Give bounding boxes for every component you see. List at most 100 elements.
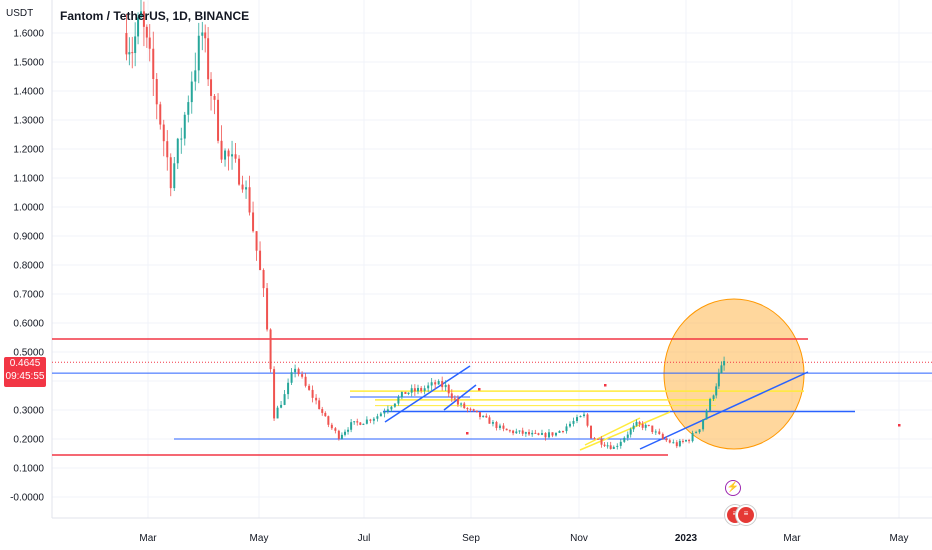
candle-body xyxy=(210,79,213,96)
y-tick-label: 1.4000 xyxy=(13,87,44,98)
candle-body xyxy=(430,382,433,386)
candle-body xyxy=(651,425,654,432)
lightning-icon[interactable]: ⚡ xyxy=(725,480,741,496)
chart-title: Fantom / TetherUS, 1D, BINANCE xyxy=(60,9,250,23)
candle-body xyxy=(359,422,362,425)
candle-body xyxy=(350,422,353,430)
candle-body xyxy=(379,413,382,417)
candle-body xyxy=(561,430,564,432)
candle-body xyxy=(294,368,297,373)
y-tick-label: -0.0000 xyxy=(10,493,44,504)
candle-body xyxy=(635,421,638,426)
candle-body xyxy=(365,419,368,424)
y-tick-label: 1.5000 xyxy=(13,58,44,69)
candle-body xyxy=(227,150,230,157)
candle-body xyxy=(217,99,220,141)
candle-body xyxy=(524,432,527,434)
candle-body xyxy=(654,431,657,433)
candle-body xyxy=(444,384,447,388)
candle-body xyxy=(709,398,712,411)
y-tick-label: 0.2000 xyxy=(13,435,44,446)
candle-body xyxy=(715,386,718,396)
candle-body xyxy=(590,425,593,439)
candle-body xyxy=(478,412,481,417)
candle-body xyxy=(681,440,684,442)
x-tick-label: Jul xyxy=(358,533,371,544)
candle-body xyxy=(712,395,715,399)
candle-body xyxy=(241,184,244,190)
y-tick-label: 0.5000 xyxy=(13,348,44,359)
us-flag-icon[interactable]: ≡ xyxy=(736,505,756,525)
candle-body xyxy=(334,428,337,431)
candle-body xyxy=(353,421,356,423)
x-tick-label: Mar xyxy=(139,533,157,544)
candle-body xyxy=(337,430,340,439)
candle-body xyxy=(204,32,207,39)
candle-body xyxy=(139,11,142,18)
candle-body xyxy=(220,140,223,160)
candle-body xyxy=(688,440,691,442)
candle-body xyxy=(565,426,568,432)
candle-body xyxy=(672,442,675,444)
candle-body xyxy=(330,424,333,429)
candle-body xyxy=(194,70,197,82)
alert-marker xyxy=(478,388,481,391)
candle-body xyxy=(658,431,661,435)
candle-body xyxy=(369,419,372,421)
candle-body xyxy=(453,398,456,400)
candle-body xyxy=(597,438,600,440)
candle-body xyxy=(356,421,359,423)
candle-body xyxy=(629,429,632,435)
candle-body xyxy=(407,392,410,394)
candle-body xyxy=(393,403,396,407)
candle-body xyxy=(609,445,612,449)
candle-body xyxy=(437,381,440,385)
candle-body xyxy=(142,11,145,27)
y-tick-label: 1.0000 xyxy=(13,203,44,214)
candle-body xyxy=(404,391,407,394)
candle-body xyxy=(534,432,537,434)
alert-marker xyxy=(898,424,901,427)
y-tick-label: 0.6000 xyxy=(13,319,44,330)
candle-body xyxy=(441,381,444,388)
candle-body xyxy=(482,415,485,417)
trend-line xyxy=(443,384,477,411)
candle-body xyxy=(159,104,162,125)
y-tick-label: 0.9000 xyxy=(13,232,44,243)
trend-line xyxy=(579,411,671,451)
candle-body xyxy=(540,433,543,435)
candle-body xyxy=(420,387,423,391)
candle-body xyxy=(423,388,426,391)
candle-body xyxy=(386,409,389,412)
candle-body xyxy=(695,432,698,434)
candle-body xyxy=(558,430,561,433)
candle-body xyxy=(245,187,248,190)
candle-body xyxy=(166,141,169,158)
candle-body xyxy=(665,438,668,441)
candle-body xyxy=(417,387,420,392)
candle-body xyxy=(456,398,459,405)
candle-body xyxy=(248,187,251,213)
candle-body xyxy=(447,384,450,394)
candle-body xyxy=(125,33,128,55)
candle-body xyxy=(169,157,172,189)
candle-body xyxy=(661,434,664,439)
candle-body xyxy=(252,212,255,232)
candle-body xyxy=(723,361,726,366)
candle-body xyxy=(131,52,134,54)
candle-body xyxy=(685,440,688,442)
candle-body xyxy=(187,102,190,115)
y-tick-label: 0.7000 xyxy=(13,290,44,301)
candle-body xyxy=(466,408,469,410)
alert-marker xyxy=(466,432,469,435)
y-tick-label: 1.2000 xyxy=(13,145,44,156)
y-tick-label: 1.6000 xyxy=(13,29,44,40)
currency-label: USDT xyxy=(6,8,34,19)
candle-body xyxy=(397,397,400,404)
candle-countdown: 09:45:55 xyxy=(5,371,45,382)
candle-body xyxy=(207,38,210,80)
candle-body xyxy=(137,17,140,37)
candle-body xyxy=(318,400,321,410)
x-tick-label: Sep xyxy=(462,533,480,544)
